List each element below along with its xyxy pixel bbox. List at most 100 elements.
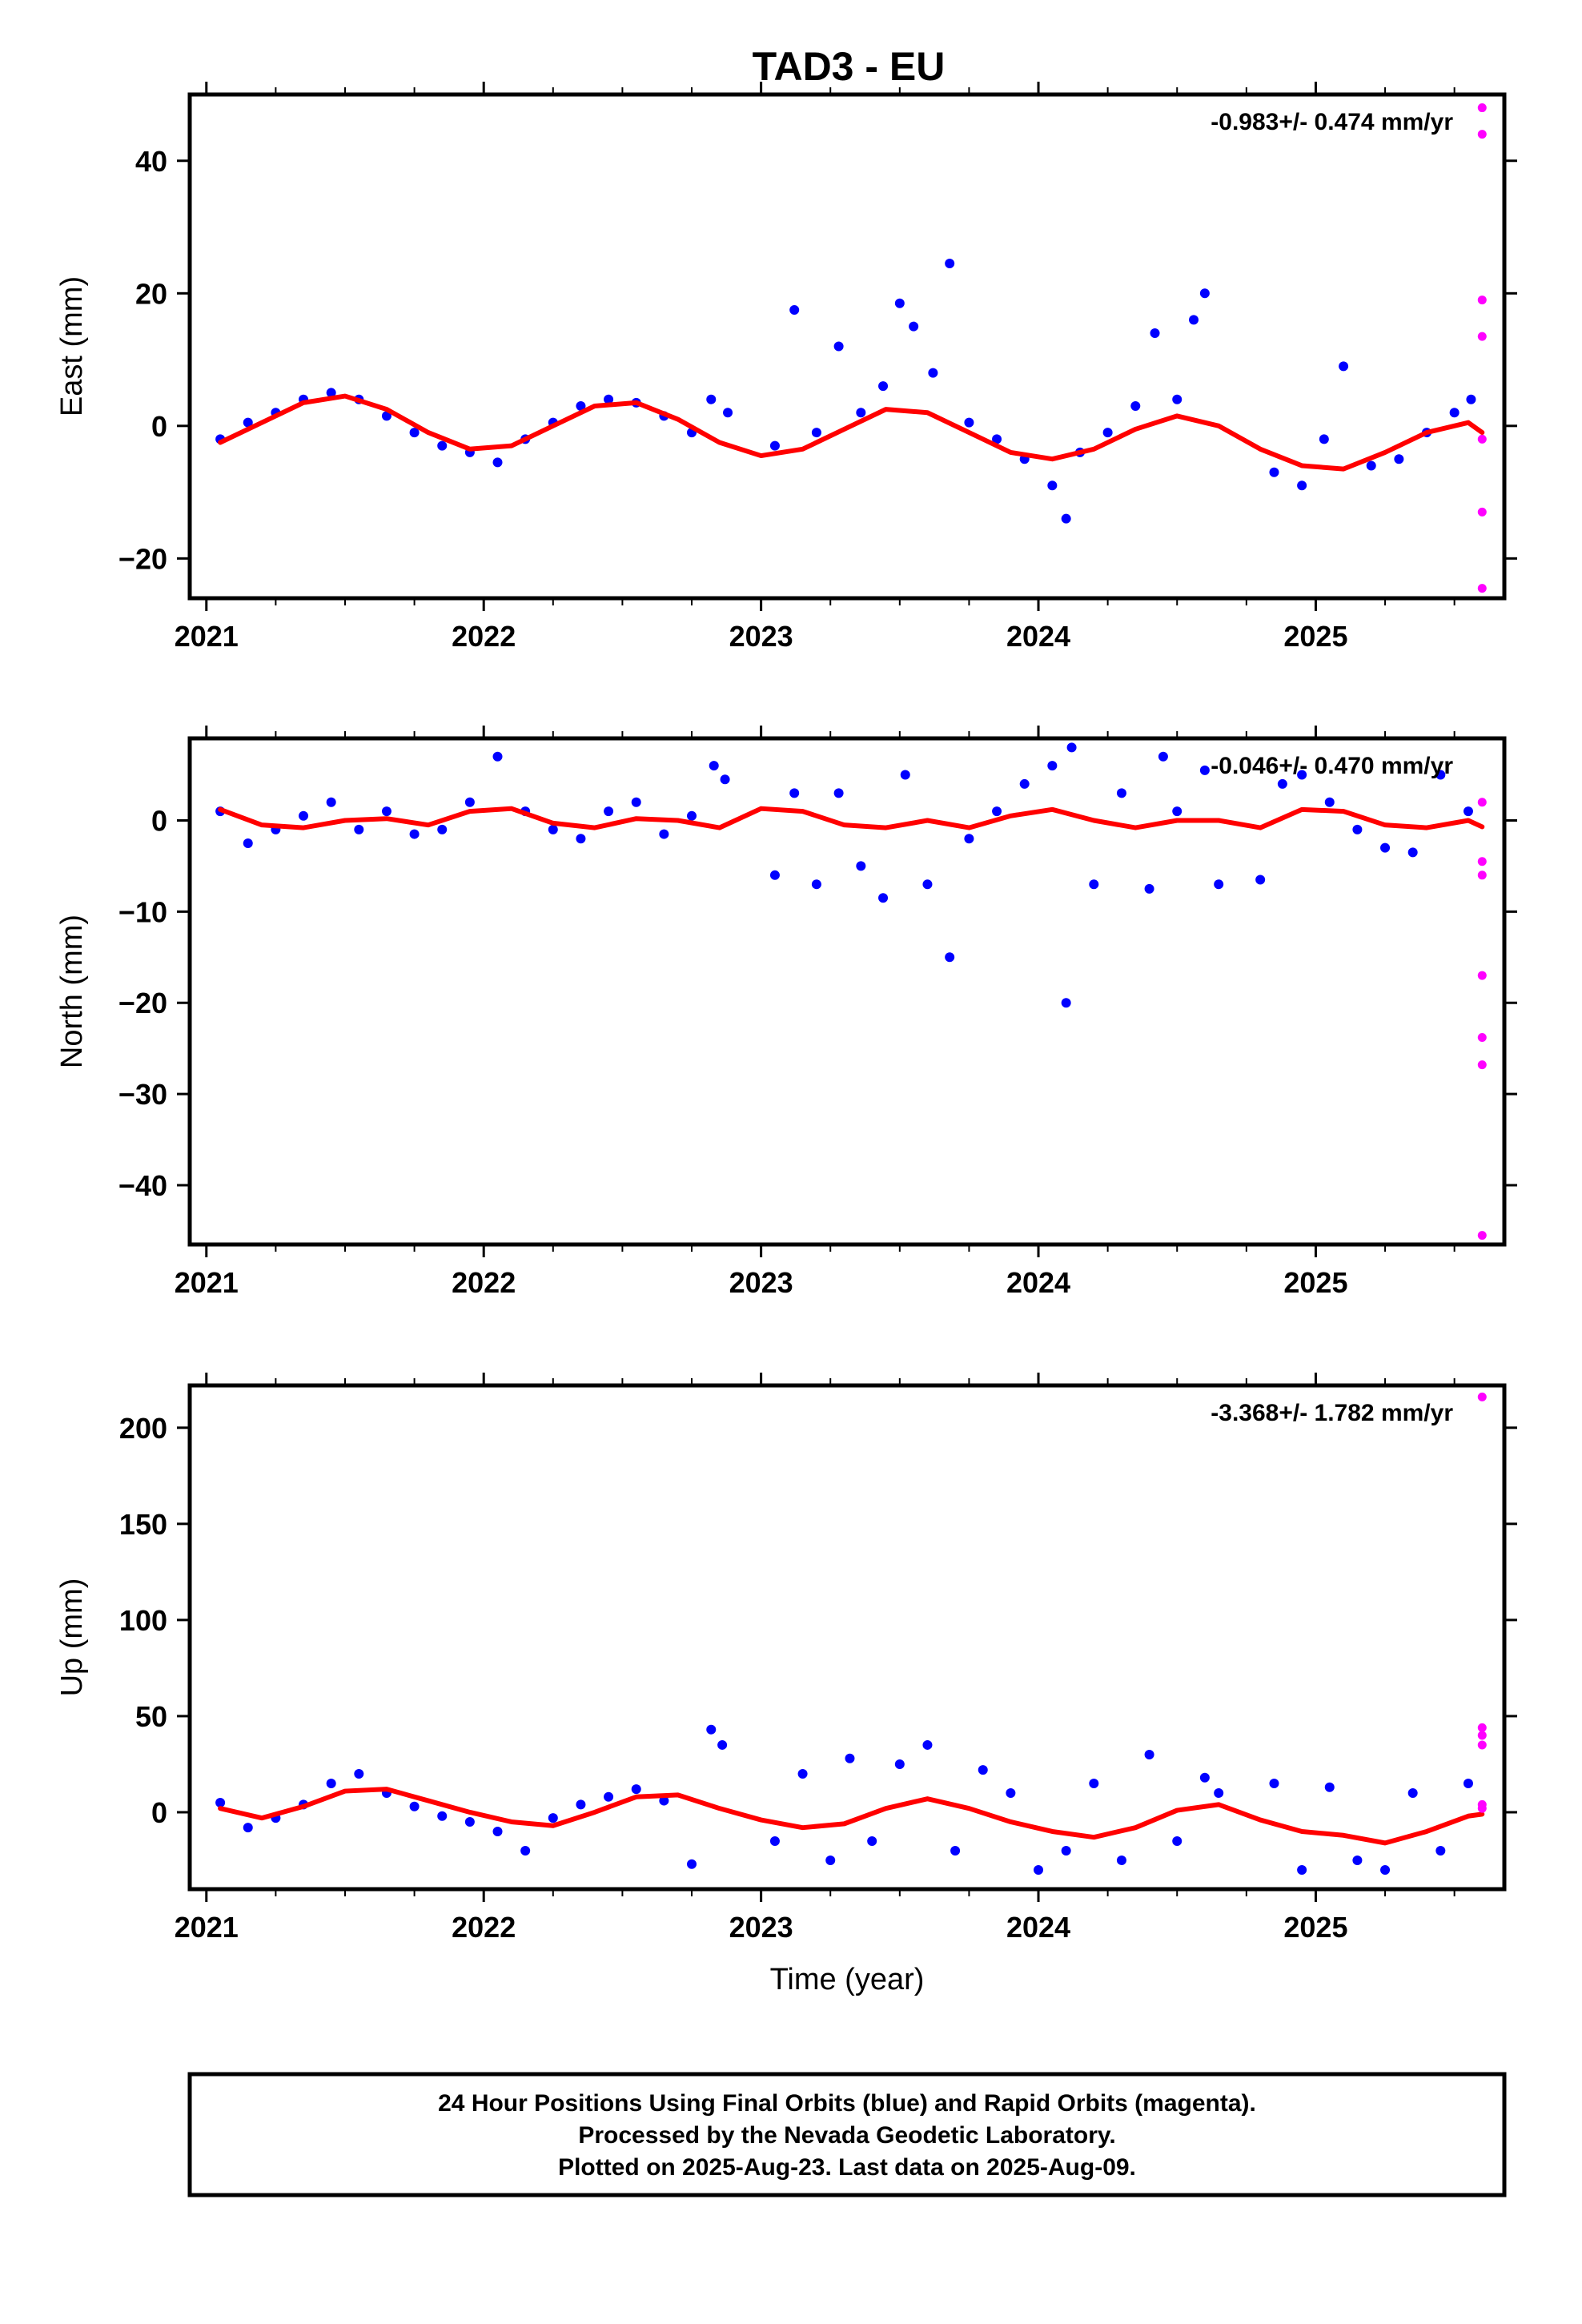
north-rate-annotation: -0.046+/- 0.470 mm/yr <box>1211 753 1453 779</box>
east-final-orbit-point <box>1366 460 1376 471</box>
up-final-orbit-point <box>950 1845 961 1856</box>
north-final-orbit-point <box>1199 765 1210 775</box>
up-model-fit-line <box>218 1787 1485 1846</box>
up-final-orbit-point <box>1199 1772 1210 1783</box>
north-xtick-label: 2024 <box>1006 1266 1070 1299</box>
north-rapid-orbit-point <box>1477 857 1487 866</box>
north-ytick-label: 0 <box>151 804 167 837</box>
north-final-orbit-point <box>1297 770 1307 780</box>
north-final-orbit-point <box>720 774 730 785</box>
east-rapid-orbit-point <box>1477 103 1487 113</box>
east-model-fit-line <box>218 393 1485 472</box>
up-xtick-label: 2025 <box>1283 1911 1347 1944</box>
east-final-orbit-point <box>1339 361 1349 372</box>
north-final-orbit-point <box>1089 879 1099 890</box>
north-final-orbit-point <box>381 806 391 817</box>
north-model-fit-line <box>218 806 1485 830</box>
footer-line-2: Processed by the Nevada Geodetic Laborat… <box>578 2122 1115 2149</box>
up-final-orbit-point <box>687 1859 697 1869</box>
up-final-orbit-point <box>825 1855 836 1865</box>
north-final-orbit-point <box>1144 883 1154 894</box>
north-final-orbit-point <box>437 824 448 834</box>
up-final-orbit-point <box>1061 1845 1071 1856</box>
north-final-orbit-point <box>354 824 364 834</box>
up-rapid-orbit-point <box>1477 1740 1487 1750</box>
north-rapid-orbit-point <box>1477 971 1487 980</box>
up-y-axis-label: Up (mm) <box>55 1578 89 1697</box>
north-final-orbit-point <box>1047 761 1058 771</box>
east-final-orbit-point <box>409 428 420 438</box>
north-xtick-label: 2022 <box>452 1266 516 1299</box>
east-xtick-label: 2025 <box>1283 620 1347 653</box>
east-final-orbit-point <box>878 381 889 392</box>
east-final-orbit-point <box>1269 467 1279 477</box>
up-final-orbit-point <box>845 1753 855 1763</box>
east-final-orbit-point <box>856 408 866 418</box>
up-ytick-label: 50 <box>135 1700 167 1733</box>
east-final-orbit-point <box>1319 434 1329 444</box>
east-final-orbit-point <box>604 394 614 404</box>
up-final-orbit-point <box>576 1799 586 1810</box>
up-final-orbit-point <box>1352 1855 1363 1865</box>
east-final-orbit-point <box>243 417 253 428</box>
up-ytick-label: 200 <box>119 1412 167 1445</box>
east-rapid-orbit-point <box>1477 296 1487 305</box>
north-final-orbit-point <box>687 810 697 821</box>
east-ytick-label: −20 <box>118 542 167 575</box>
figure-title: TAD3 - EU <box>753 44 946 89</box>
north-ytick-label: −30 <box>118 1078 167 1111</box>
north-final-orbit-point <box>659 829 669 839</box>
east-final-orbit-point <box>723 408 733 418</box>
up-final-orbit-point <box>659 1795 669 1806</box>
up-final-orbit-point <box>604 1791 614 1802</box>
east-final-orbit-point <box>1047 480 1058 491</box>
north-rapid-orbit-point <box>1477 1231 1487 1240</box>
up-ytick-label: 0 <box>151 1796 167 1829</box>
up-final-orbit-point <box>706 1724 717 1735</box>
east-final-orbit-point <box>1189 315 1199 325</box>
up-final-orbit-point <box>717 1739 728 1750</box>
east-final-orbit-point <box>381 411 391 421</box>
east-final-orbit-point <box>576 400 586 411</box>
east-final-orbit-point <box>789 304 800 315</box>
east-final-orbit-point <box>964 417 974 428</box>
north-final-orbit-point <box>1407 847 1418 858</box>
up-final-orbit-point <box>1144 1749 1154 1759</box>
east-rapid-orbit-point <box>1477 434 1487 444</box>
north-final-orbit-point <box>1061 998 1071 1008</box>
north-rapid-orbit-point <box>1477 798 1487 807</box>
north-final-orbit-point <box>1463 806 1473 817</box>
north-final-orbit-point <box>964 834 974 844</box>
up-rapid-orbit-point <box>1477 1803 1487 1813</box>
north-final-orbit-point <box>576 834 586 844</box>
up-final-orbit-point <box>215 1797 226 1807</box>
east-rapid-orbit-point <box>1477 130 1487 139</box>
east-xtick-label: 2021 <box>175 620 239 653</box>
north-y-axis-label: North (mm) <box>55 915 89 1068</box>
north-final-orbit-point <box>922 879 933 890</box>
east-xtick-label: 2022 <box>452 620 516 653</box>
up-rapid-orbit-point <box>1477 1392 1487 1401</box>
north-final-orbit-point <box>1277 778 1287 789</box>
north-final-orbit-point <box>856 861 866 871</box>
east-xtick-label: 2023 <box>729 620 793 653</box>
east-final-orbit-point <box>894 298 905 308</box>
up-final-orbit-point <box>1172 1835 1182 1846</box>
up-final-orbit-point <box>1116 1855 1126 1865</box>
north-final-orbit-point <box>604 806 614 817</box>
east-final-orbit-point <box>1150 328 1160 338</box>
east-rapid-orbit-point <box>1477 507 1487 517</box>
east-y-axis-label: East (mm) <box>55 276 89 416</box>
east-ytick-label: 20 <box>135 277 167 310</box>
up-final-orbit-point <box>894 1759 905 1769</box>
north-final-orbit-point <box>1019 778 1030 789</box>
up-ytick-label: 150 <box>119 1508 167 1541</box>
east-final-orbit-point <box>1466 394 1476 404</box>
footer-box: 24 Hour Positions Using Final Orbits (bl… <box>187 2072 1507 2197</box>
up-final-orbit-point <box>1324 1782 1335 1792</box>
up-final-orbit-point <box>437 1811 448 1821</box>
north-final-orbit-point <box>1116 788 1126 798</box>
east-final-orbit-point <box>909 321 919 332</box>
north-panel: 2021 2022 2023 2024 2025 −40 −30 −20 −10 0 North (… <box>55 726 1517 1299</box>
north-final-orbit-point <box>945 952 955 963</box>
